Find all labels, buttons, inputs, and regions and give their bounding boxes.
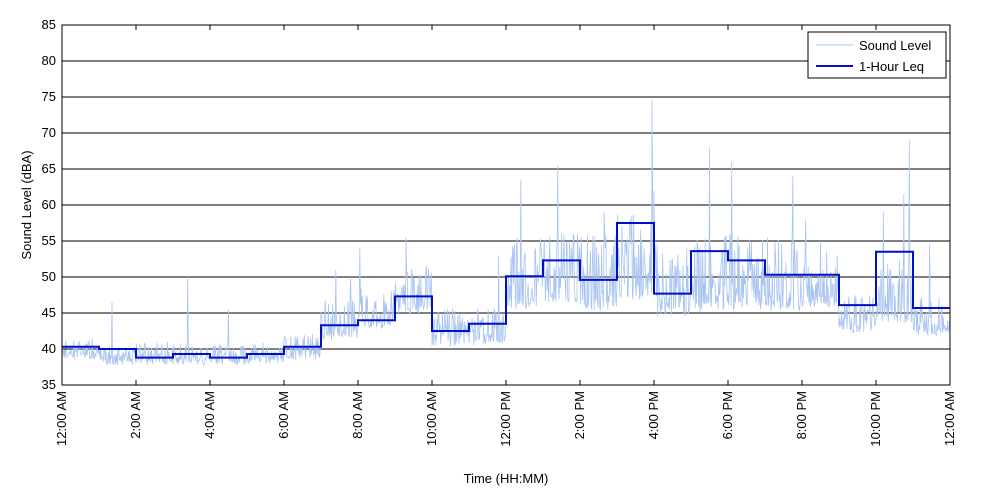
y-tick-label: 70 <box>42 125 56 140</box>
legend-label-sound-level: Sound Level <box>859 38 931 53</box>
x-axis-label: Time (HH:MM) <box>464 471 549 486</box>
x-tick-label: 12:00 AM <box>54 391 69 446</box>
x-tick-label: 12:00 AM <box>942 391 957 446</box>
x-tick-label: 2:00 AM <box>128 391 143 439</box>
y-tick-label: 45 <box>42 305 56 320</box>
series-1-hour-leq <box>62 222 950 359</box>
y-axis-label: Sound Level (dBA) <box>19 150 34 259</box>
x-tick-label: 10:00 AM <box>424 391 439 446</box>
y-tick-label: 75 <box>42 89 56 104</box>
x-tick-label: 6:00 PM <box>720 391 735 439</box>
x-tick-label: 4:00 PM <box>646 391 661 439</box>
x-tick-label: 6:00 AM <box>276 391 291 439</box>
x-axis-ticks: 12:00 AM 2:00 AM 4:00 AM 6:00 AM 8:00 AM 10:0… <box>54 25 957 447</box>
legend: Sound Level 1-Hour Leq <box>807 31 947 79</box>
leq-step-line <box>62 222 950 359</box>
grid-lines <box>62 60 950 350</box>
x-tick-label: 4:00 AM <box>202 391 217 439</box>
x-tick-label: 10:00 PM <box>868 391 883 447</box>
y-tick-label: 35 <box>42 377 56 392</box>
x-tick-label: 8:00 AM <box>350 391 365 439</box>
legend-label-1-hour-leq: 1-Hour Leq <box>859 59 924 74</box>
y-tick-label: 40 <box>42 341 56 356</box>
y-tick-label: 50 <box>42 269 56 284</box>
y-tick-label: 85 <box>42 17 56 32</box>
y-tick-label: 60 <box>42 197 56 212</box>
y-tick-label: 55 <box>42 233 56 248</box>
x-tick-label: 8:00 PM <box>794 391 809 439</box>
x-tick-label: 2:00 PM <box>572 391 587 439</box>
legend-box <box>807 31 947 79</box>
y-tick-label: 80 <box>42 53 56 68</box>
sound-level-line <box>61 100 951 366</box>
series-sound-level <box>61 100 951 366</box>
x-tick-label: 12:00 PM <box>498 391 513 447</box>
y-axis-ticks: 35 40 45 50 55 60 65 70 75 80 85 <box>42 17 950 392</box>
y-tick-label: 65 <box>42 161 56 176</box>
